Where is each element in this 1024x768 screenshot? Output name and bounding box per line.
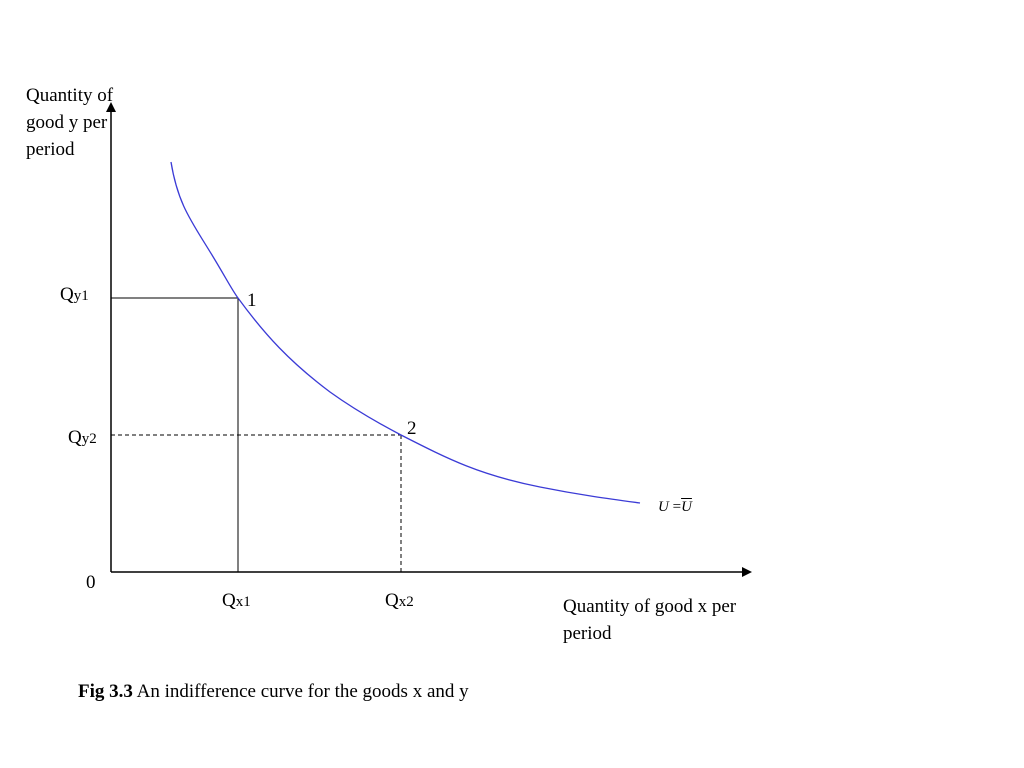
origin-label: 0 (86, 572, 96, 593)
qy1-label: Qy1 (60, 284, 89, 305)
qx1-label: Qx1 (222, 590, 251, 611)
point2-label: 2 (407, 418, 417, 439)
caption-number: Fig 3.3 (78, 681, 133, 702)
y-axis-label: Quantity of good y per period (26, 85, 114, 160)
utility-curve-label: U =U (658, 499, 692, 515)
qx2-label: Qx2 (385, 590, 414, 611)
qy2-label: Qy2 (68, 427, 97, 448)
x-axis-label: Quantity of good x per period (563, 596, 737, 644)
caption-text: An indifference curve for the goods x an… (132, 681, 469, 702)
point1-label: 1 (247, 290, 257, 311)
figure-caption: Fig 3.3 An indifference curve for the go… (78, 678, 469, 705)
indifference-curve (170, 161, 641, 504)
